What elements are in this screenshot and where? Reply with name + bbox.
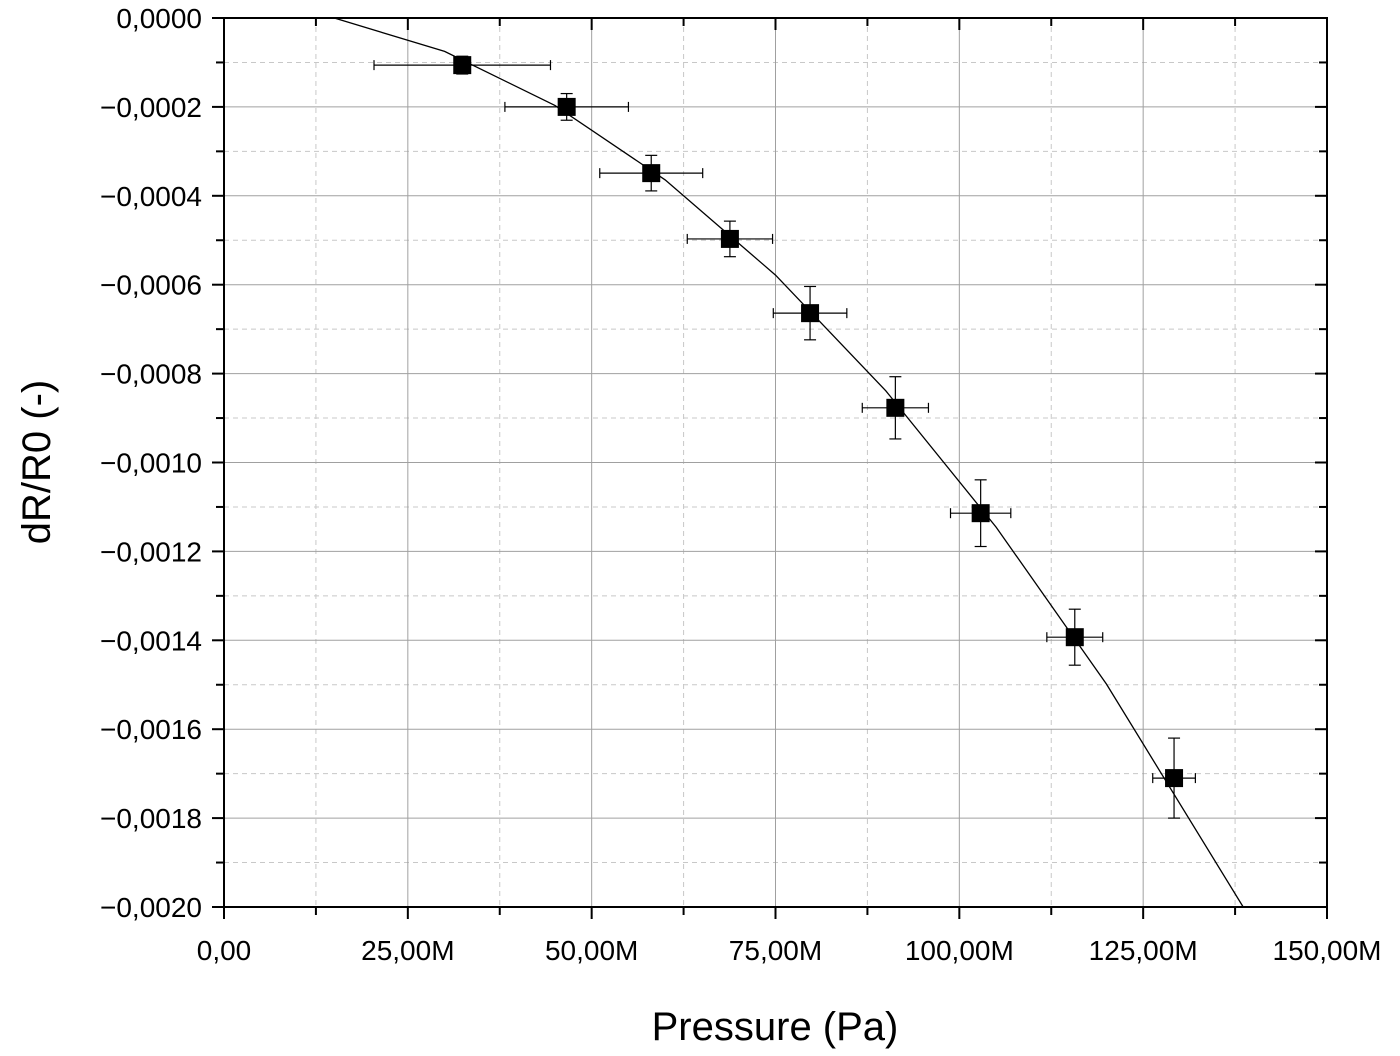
x-tick-label: 25,00M [361, 935, 454, 966]
y-tick-label: 0,0000 [116, 3, 202, 34]
data-points [373, 55, 1196, 819]
y-tick-label: −0,0012 [100, 536, 202, 567]
data-point [504, 92, 630, 121]
square-marker [1065, 628, 1084, 647]
x-tick-label: 0,00 [197, 935, 252, 966]
square-marker [1165, 769, 1184, 788]
square-marker [453, 56, 472, 75]
square-marker [801, 304, 820, 323]
data-point [772, 285, 848, 341]
data-point [1152, 737, 1196, 819]
x-axis-label: Pressure (Pa) [652, 1005, 899, 1049]
data-point [1046, 608, 1104, 666]
square-marker [642, 164, 661, 183]
square-marker [886, 398, 905, 417]
x-tick-label: 75,00M [729, 935, 822, 966]
y-tick-label: −0,0010 [100, 448, 202, 479]
y-tick-label: −0,0002 [100, 92, 202, 123]
y-tick-label: −0,0016 [100, 714, 202, 745]
y-tick-label: −0,0018 [100, 803, 202, 834]
data-point [949, 479, 1012, 548]
square-marker [720, 229, 739, 248]
data-point [373, 55, 552, 75]
y-tick-label: −0,0006 [100, 270, 202, 301]
data-point [599, 154, 704, 192]
y-tick-label: −0,0014 [100, 625, 202, 656]
x-tick-label: 125,00M [1089, 935, 1198, 966]
x-tick-label: 150,00M [1273, 935, 1382, 966]
y-tick-label: −0,0020 [100, 892, 202, 923]
data-point [861, 376, 930, 440]
y-axis-label: dR/R0 (-) [15, 380, 59, 544]
ticks: 0,00 25,00M 50,00M 75,00M 100,00M 125,00M 150,… [100, 3, 1381, 966]
square-marker [557, 97, 576, 116]
y-tick-label: −0,0008 [100, 359, 202, 390]
square-marker [971, 504, 990, 523]
x-tick-label: 100,00M [905, 935, 1014, 966]
data-point [686, 220, 774, 258]
x-tick-label: 50,00M [545, 935, 638, 966]
y-tick-label: −0,0004 [100, 181, 202, 212]
